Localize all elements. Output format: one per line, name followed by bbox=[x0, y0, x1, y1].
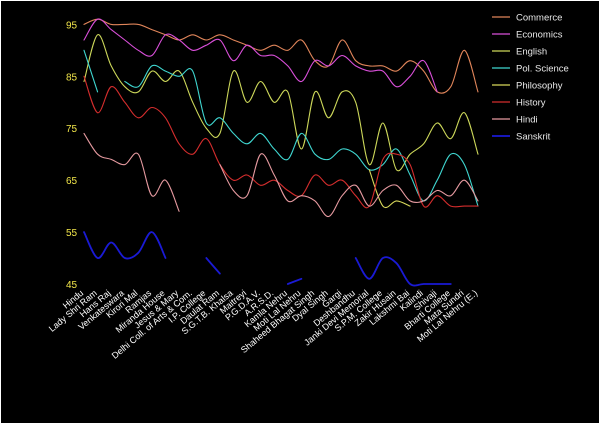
legend-item-economics: Economics bbox=[492, 30, 563, 41]
legend-item-history: History bbox=[492, 98, 546, 109]
legend-label: Commerce bbox=[516, 13, 562, 24]
y-tick-label: 65 bbox=[66, 176, 78, 187]
legend-item-philosophy: Philosophy bbox=[492, 81, 563, 92]
legend-item-hindi: Hindi bbox=[492, 115, 538, 126]
series-line-commerce bbox=[83, 18, 479, 94]
legend-item-commerce: Commerce bbox=[492, 13, 562, 24]
legend-label: Pol. Science bbox=[516, 64, 569, 75]
legend-label: English bbox=[516, 47, 547, 58]
series-commerce bbox=[83, 18, 479, 94]
y-tick-label: 85 bbox=[66, 72, 78, 83]
legend-label: Economics bbox=[516, 30, 563, 41]
series-sanskrit bbox=[83, 231, 452, 287]
legend-item-pol-science: Pol. Science bbox=[492, 64, 569, 75]
series-line-hindi bbox=[83, 132, 180, 212]
series-lines bbox=[83, 18, 479, 287]
series-english bbox=[83, 34, 479, 172]
legend-label: Hindi bbox=[516, 115, 538, 126]
series-line-sanskrit bbox=[286, 277, 303, 285]
legend-item-english: English bbox=[492, 47, 547, 58]
series-line-english bbox=[83, 34, 479, 172]
y-tick-label: 45 bbox=[66, 280, 78, 291]
y-tick-label: 55 bbox=[66, 228, 78, 239]
series-line-sanskrit bbox=[83, 231, 167, 260]
series-hindi bbox=[83, 132, 479, 218]
legend-label: Philosophy bbox=[516, 81, 563, 92]
legend-item-sanskrit: Sanskrit bbox=[492, 132, 551, 143]
series-line-economics bbox=[83, 18, 438, 93]
series-line-sanskrit bbox=[354, 256, 452, 287]
series-line-hindi bbox=[219, 153, 479, 218]
legend-label: History bbox=[516, 98, 546, 109]
series-history bbox=[83, 75, 479, 209]
y-axis-ticks: 45 55 65 75 85 95 bbox=[66, 20, 78, 291]
series-line-history bbox=[83, 75, 479, 209]
series-line-pol-science bbox=[83, 49, 99, 93]
series-economics bbox=[83, 18, 438, 93]
series-line-sanskrit bbox=[205, 257, 221, 275]
legend-label: Sanskrit bbox=[516, 132, 551, 143]
y-tick-label: 95 bbox=[66, 20, 78, 31]
legend: Commerce Economics English Pol. Science Phil… bbox=[492, 13, 569, 143]
y-tick-label: 75 bbox=[66, 124, 78, 135]
